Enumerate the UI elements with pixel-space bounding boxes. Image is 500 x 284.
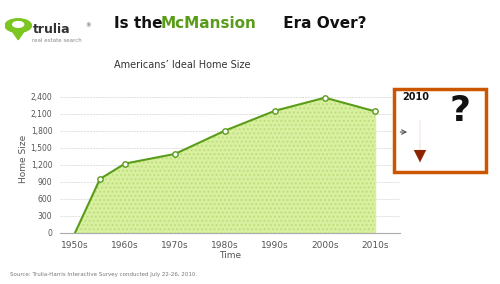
- Circle shape: [5, 19, 32, 32]
- Point: [371, 109, 379, 114]
- Point: [171, 152, 179, 156]
- Text: Americans’ Ideal Home Size: Americans’ Ideal Home Size: [114, 60, 250, 70]
- Text: McMansion: McMansion: [160, 16, 256, 31]
- Text: real estate search: real estate search: [32, 38, 82, 43]
- Text: 2010: 2010: [402, 93, 429, 103]
- Point: [121, 161, 129, 166]
- Polygon shape: [12, 32, 24, 40]
- FancyBboxPatch shape: [394, 89, 486, 172]
- Point: [271, 108, 279, 113]
- Text: Is the: Is the: [114, 16, 168, 31]
- Text: ®: ®: [86, 23, 91, 28]
- Point: [221, 128, 229, 133]
- Text: Source: Trulia-Harris Interactive Survey conducted July 22-26, 2010.: Source: Trulia-Harris Interactive Survey…: [10, 272, 197, 277]
- Point: [96, 177, 104, 181]
- Text: ?: ?: [450, 94, 470, 128]
- Point: [321, 95, 329, 100]
- X-axis label: Time: Time: [219, 251, 241, 260]
- Text: trulia: trulia: [32, 23, 70, 36]
- Y-axis label: Home Size: Home Size: [19, 135, 28, 183]
- Text: Era Over?: Era Over?: [278, 16, 366, 31]
- Circle shape: [12, 22, 24, 27]
